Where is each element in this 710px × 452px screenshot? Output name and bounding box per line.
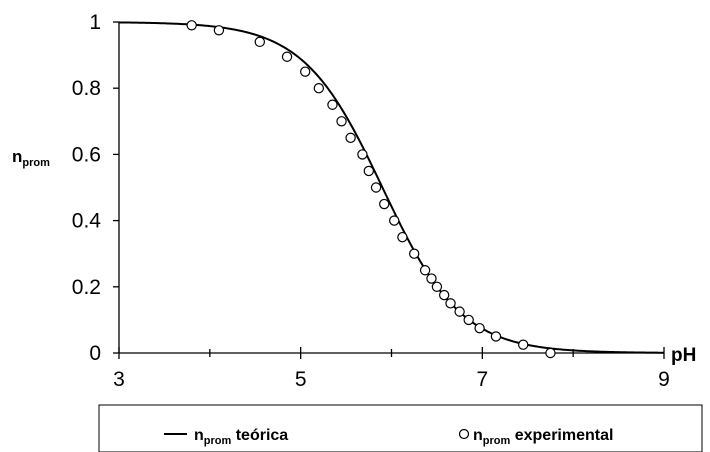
data-point [518, 339, 529, 350]
data-point [186, 20, 197, 31]
legend: nprom teórica nprom experimental [98, 404, 703, 452]
x-tick-label: 7 [476, 368, 488, 391]
y-tick-label: 1 [89, 11, 101, 34]
x-tick-label: 5 [295, 368, 307, 391]
data-point [254, 36, 265, 48]
data-point [426, 273, 437, 284]
data-point [213, 25, 225, 36]
legend-theoretical-sub: prom [204, 435, 232, 447]
data-point [409, 248, 420, 259]
legend-theoretical-rest: teórica [231, 427, 288, 444]
y-tick-marks [113, 21, 119, 354]
data-point [490, 331, 502, 342]
legend-experimental-sub: prom [483, 435, 511, 447]
y-tick-labels: 0 0.2 0.4 0.6 0.8 1 [72, 11, 102, 365]
data-point [438, 289, 450, 301]
legend-box [98, 404, 703, 452]
data-point [313, 82, 325, 94]
data-point [345, 132, 356, 144]
data-point [474, 322, 485, 334]
theoretical-curve [118, 21, 665, 354]
legend-experimental: nprom experimental [473, 427, 613, 447]
data-point [281, 51, 293, 62]
x-tick-label: 3 [113, 368, 125, 391]
y-axis-label: nprom [12, 147, 50, 169]
data-point [357, 149, 368, 160]
x-tick-label: 9 [658, 368, 670, 391]
legend-theoretical-main: n [194, 427, 204, 444]
data-point [454, 306, 465, 317]
x-axis-label: pH [671, 345, 696, 366]
data-point [300, 66, 311, 77]
data-point [545, 347, 556, 359]
data-point [389, 215, 400, 226]
data-point [431, 281, 443, 292]
data-point [397, 231, 408, 243]
y-tick-label: 0.4 [72, 210, 102, 233]
y-tick-label: 0 [89, 342, 101, 365]
x-tick-marks [118, 347, 665, 359]
experimental-points [186, 20, 556, 359]
legend-experimental-rest: experimental [510, 427, 613, 444]
y-axis-label-sub: prom [22, 157, 50, 169]
legend-theoretical: nprom teórica [194, 427, 288, 447]
x-tick-labels: 3 5 7 9 [113, 368, 670, 391]
y-tick-label: 0.6 [72, 143, 101, 166]
y-tick-label: 0.2 [72, 276, 101, 299]
data-point [419, 265, 431, 276]
data-point [363, 165, 374, 177]
y-axis-label-main: n [12, 147, 22, 166]
axes [118, 22, 664, 354]
data-point [327, 99, 338, 110]
data-point [370, 182, 382, 193]
data-point [336, 116, 347, 127]
data-point [379, 198, 390, 210]
legend-circle-swatch [458, 428, 470, 440]
legend-experimental-main: n [473, 427, 483, 444]
y-tick-label: 0.8 [72, 77, 101, 100]
data-point [445, 298, 456, 309]
data-point [463, 314, 474, 326]
